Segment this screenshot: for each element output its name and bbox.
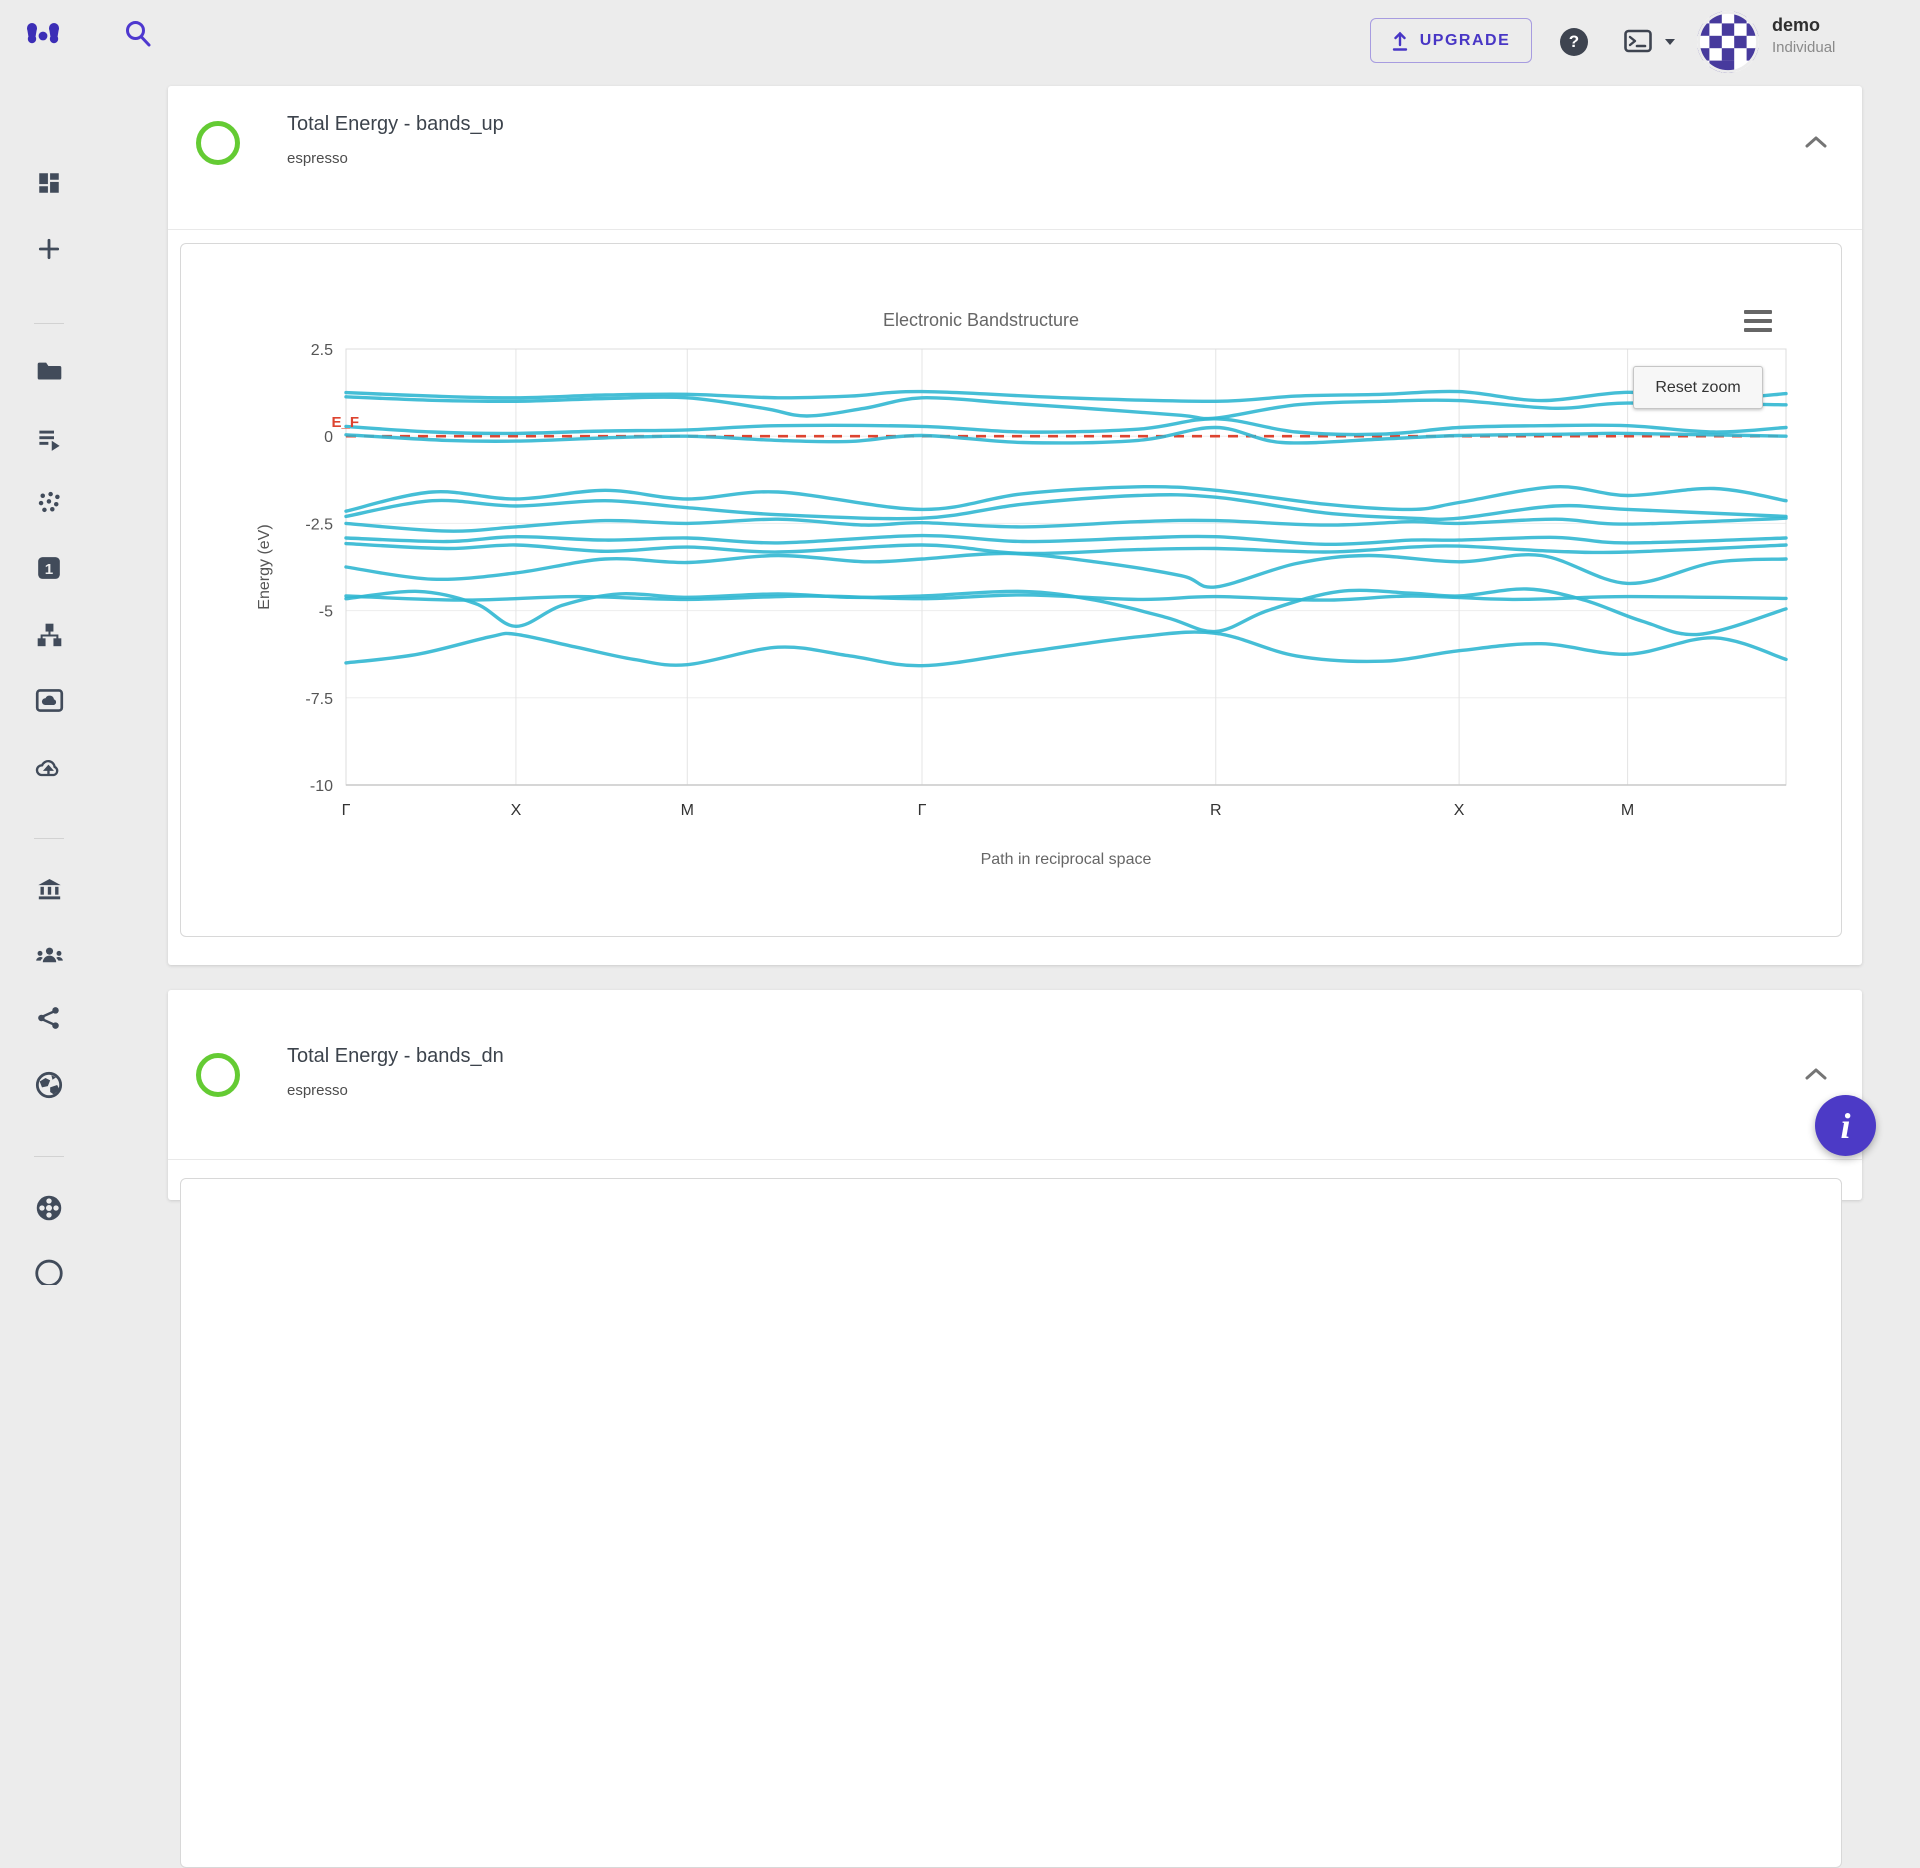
x-tick-label: X [1454,802,1465,819]
chart-title: Electronic Bandstructure [883,310,1079,330]
card-title: Total Energy - bands_dn [287,1045,504,1067]
user-plan: Individual [1772,39,1836,56]
avatar[interactable] [1697,11,1759,73]
x-tick-label: M [1621,802,1634,819]
x-tick-label: Γ [342,802,351,819]
help-icon[interactable]: ? [1560,28,1588,56]
user-menu[interactable]: demo Individual [1772,13,1835,59]
sidebar-item-people-icon[interactable] [34,939,64,969]
card-header: Total Energy - bands_up espresso [168,86,1862,230]
band-curve [344,493,1788,521]
y-tick-label: 2.5 [311,342,333,359]
plot-border [345,348,1787,786]
x-tick-label: R [1210,802,1222,819]
app-logo-icon[interactable] [24,14,62,52]
caret-down-icon [1665,39,1675,45]
upgrade-button[interactable]: UPGRADE [1370,18,1532,63]
x-tick-label: M [681,802,694,819]
x-axis-title: Path in reciprocal space [981,851,1152,868]
result-card-bands-dn: Total Energy - bands_dn espresso [168,990,1862,1868]
terminal-icon [1624,29,1652,53]
sidebar: 1 [0,68,80,1285]
x-tick-label: Γ [918,802,927,819]
status-circle-icon [196,1053,240,1097]
band-curve [344,389,1788,404]
user-name: demo [1772,15,1821,35]
band-curve [344,630,1788,668]
band-curve [344,533,1788,547]
y-tick-label: -7.5 [305,691,333,708]
y-tick-label: -2.5 [305,516,333,533]
band-curve [344,395,1788,421]
upgrade-label: UPGRADE [1419,31,1511,49]
collapse-chevron-up-icon[interactable] [1802,1060,1830,1088]
sidebar-item-cloud-upload-icon[interactable] [34,752,64,782]
status-circle-icon [196,121,240,165]
sidebar-divider [34,838,64,839]
band-curve [344,587,1788,637]
y-tick-label: -10 [310,778,333,795]
sidebar-item-image-cloud-icon[interactable] [34,685,64,715]
sidebar-item-folder-icon[interactable] [34,355,64,385]
band-curve [344,551,1788,589]
fermi-label: E_F [331,414,359,431]
y-tick-label: 0 [324,429,333,446]
sidebar-item-sitemap-icon[interactable] [34,620,64,650]
card-subtitle: espresso [287,1082,348,1099]
sidebar-item-share-icon[interactable] [34,1003,64,1033]
bandstructure-chart-panel: Electronic Bandstructure 2.5 0 -2.5 -5 -7.5 -1… [180,243,1842,937]
info-fab-button[interactable]: i [1815,1095,1876,1156]
card-header: Total Energy - bands_dn espresso [168,990,1862,1160]
sidebar-divider [34,1156,64,1157]
terminal-menu-button[interactable] [1624,27,1676,57]
sidebar-item-reel-icon[interactable] [34,1193,64,1223]
collapse-chevron-up-icon[interactable] [1802,128,1830,156]
sidebar-item-partial-icon[interactable] [34,1256,64,1286]
svg-text:1: 1 [45,561,53,578]
sidebar-item-atoms-scatter-icon[interactable] [34,487,64,517]
bandstructure-chart[interactable]: Electronic Bandstructure 2.5 0 -2.5 -5 -7.5 -1… [181,244,1843,938]
bandstructure-chart-panel [180,1178,1842,1868]
sidebar-item-one-badge-icon[interactable]: 1 [34,553,64,583]
y-tick-label: -5 [319,604,333,621]
sidebar-divider [34,323,64,324]
sidebar-item-globe-icon[interactable] [34,1070,64,1100]
band-curve [344,516,1788,533]
band-curve [344,425,1788,445]
sidebar-item-bank-icon[interactable] [34,873,64,903]
result-card-bands-up: Total Energy - bands_up espresso Electro… [168,86,1862,965]
card-title: Total Energy - bands_up [287,113,504,135]
chart-menu-hamburger-icon[interactable] [1741,306,1775,336]
upload-icon [1392,31,1407,51]
reset-zoom-button[interactable]: Reset zoom [1633,366,1763,409]
band-curve [344,484,1788,513]
sidebar-item-create-plus-icon[interactable] [34,234,64,264]
sidebar-item-playlist-run-icon[interactable] [34,423,64,453]
search-icon[interactable] [122,18,154,50]
y-axis-title: Energy (eV) [256,524,273,609]
sidebar-item-dashboard-icon[interactable] [34,168,64,198]
x-tick-label: X [511,802,522,819]
band-curve [344,417,1788,437]
band-curve [344,541,1788,556]
topbar: UPGRADE ? demo Individual [0,0,1920,73]
card-subtitle: espresso [287,150,348,167]
